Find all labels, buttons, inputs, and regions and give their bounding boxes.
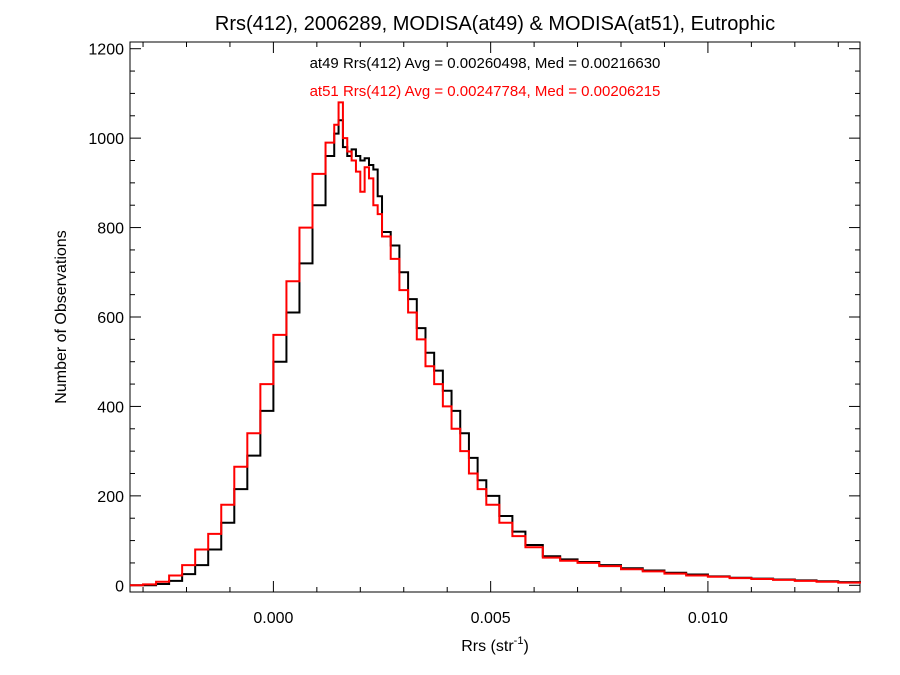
- x-axis-label-main: Rrs (str: [461, 638, 514, 655]
- y-tick-label: 1200: [88, 42, 124, 59]
- y-tick-label: 200: [97, 489, 124, 506]
- x-axis-label: Rrs (str-1): [461, 635, 529, 655]
- series-at49-line: [130, 119, 861, 587]
- y-axis-label: Number of Observations: [53, 230, 70, 403]
- y-tick-label: 0: [115, 578, 124, 595]
- chart-title: Rrs(412), 2006289, MODISA(at49) & MODISA…: [215, 13, 775, 35]
- plot-frame: [129, 41, 861, 593]
- series-layer: [130, 101, 861, 587]
- y-axis-ticks: 0 200 400 600 800 1000 1200: [88, 42, 860, 595]
- x-tick-label: 0.010: [688, 610, 728, 627]
- x-tick-label: 0.000: [253, 610, 293, 627]
- y-tick-label: 1000: [88, 131, 124, 148]
- y-tick-label: 400: [97, 399, 124, 416]
- y-tick-label: 800: [97, 221, 124, 238]
- annotation-at51: at51 Rrs(412) Avg = 0.00247784, Med = 0.…: [310, 83, 661, 100]
- x-tick-label: 0.005: [471, 610, 511, 627]
- annotation-at49: at49 Rrs(412) Avg = 0.00260498, Med = 0.…: [310, 55, 661, 72]
- series-at51-line: [130, 101, 861, 587]
- x-axis-ticks: 0.000 0.005 0.010: [142, 42, 839, 627]
- x-axis-label-superscript: -1: [514, 635, 524, 647]
- x-axis-label-end: ): [523, 638, 528, 655]
- y-tick-label: 600: [97, 310, 124, 327]
